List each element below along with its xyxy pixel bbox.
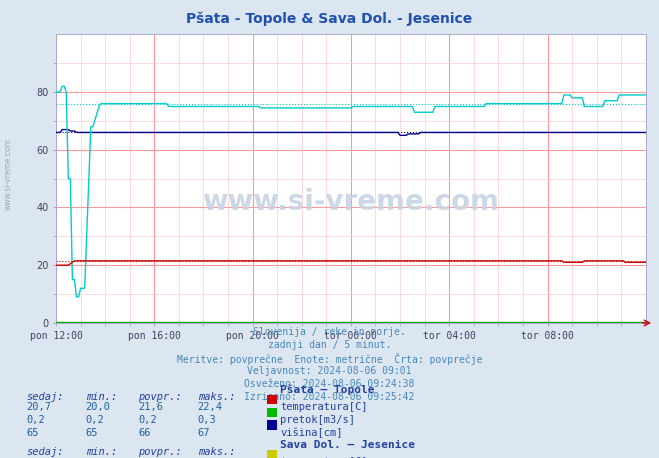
Text: 0,2: 0,2 (138, 415, 157, 425)
Text: Osveženo: 2024-08-06 09:24:38: Osveženo: 2024-08-06 09:24:38 (244, 379, 415, 389)
Text: 0,2: 0,2 (26, 415, 45, 425)
Text: višina[cm]: višina[cm] (280, 428, 343, 438)
Text: min.:: min.: (86, 447, 117, 457)
Text: 20,0: 20,0 (86, 402, 111, 412)
Text: temperatura[C]: temperatura[C] (280, 457, 368, 458)
Text: Izrisano: 2024-08-06 09:25:42: Izrisano: 2024-08-06 09:25:42 (244, 392, 415, 402)
Text: temperatura[C]: temperatura[C] (280, 402, 368, 412)
Text: 65: 65 (86, 428, 98, 438)
Text: 67: 67 (198, 428, 210, 438)
Text: -nan: -nan (198, 457, 223, 458)
Text: -nan: -nan (138, 457, 163, 458)
Text: povpr.:: povpr.: (138, 392, 182, 402)
Text: -nan: -nan (26, 457, 51, 458)
Text: Meritve: povprečne  Enote: metrične  Črta: povprečje: Meritve: povprečne Enote: metrične Črta:… (177, 353, 482, 365)
Text: zadnji dan / 5 minut.: zadnji dan / 5 minut. (268, 340, 391, 350)
Text: Veljavnost: 2024-08-06 09:01: Veljavnost: 2024-08-06 09:01 (247, 366, 412, 376)
Text: www.si-vreme.com: www.si-vreme.com (3, 138, 13, 210)
Text: maks.:: maks.: (198, 392, 235, 402)
Text: 22,4: 22,4 (198, 402, 223, 412)
Text: Slovenija / reke in morje.: Slovenija / reke in morje. (253, 327, 406, 338)
Text: maks.:: maks.: (198, 447, 235, 457)
Text: www.si-vreme.com: www.si-vreme.com (202, 188, 500, 216)
Text: povpr.:: povpr.: (138, 447, 182, 457)
Text: -nan: -nan (86, 457, 111, 458)
Text: sedaj:: sedaj: (26, 447, 64, 457)
Text: Pšata - Topole & Sava Dol. - Jesenice: Pšata - Topole & Sava Dol. - Jesenice (186, 11, 473, 26)
Text: pretok[m3/s]: pretok[m3/s] (280, 415, 355, 425)
Text: Pšata – Topole: Pšata – Topole (280, 385, 374, 395)
Text: Sava Dol. – Jesenice: Sava Dol. – Jesenice (280, 440, 415, 450)
Text: min.:: min.: (86, 392, 117, 402)
Text: 0,3: 0,3 (198, 415, 216, 425)
Text: 65: 65 (26, 428, 39, 438)
Text: 20,7: 20,7 (26, 402, 51, 412)
Text: 0,2: 0,2 (86, 415, 104, 425)
Text: 66: 66 (138, 428, 151, 438)
Text: sedaj:: sedaj: (26, 392, 64, 402)
Text: 21,6: 21,6 (138, 402, 163, 412)
